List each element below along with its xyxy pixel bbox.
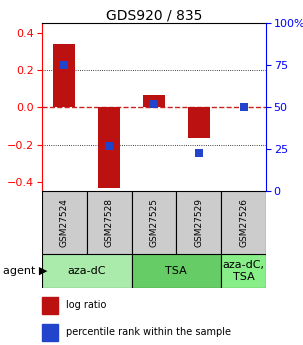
- Text: percentile rank within the sample: percentile rank within the sample: [66, 327, 231, 337]
- Text: TSA: TSA: [165, 266, 187, 276]
- Text: GSM27529: GSM27529: [194, 198, 203, 247]
- Bar: [188, 107, 210, 138]
- Bar: [143, 95, 165, 107]
- Text: GSM27524: GSM27524: [60, 198, 69, 247]
- Point: [62, 63, 67, 68]
- Text: log ratio: log ratio: [66, 300, 107, 310]
- Text: GSM27528: GSM27528: [105, 198, 114, 247]
- Bar: [132, 191, 176, 254]
- Point: [152, 101, 156, 107]
- Text: GSM27526: GSM27526: [239, 198, 248, 247]
- Point: [107, 144, 112, 149]
- Bar: [87, 191, 132, 254]
- Bar: [53, 44, 75, 107]
- Text: aza-dC: aza-dC: [67, 266, 106, 276]
- Bar: [221, 254, 266, 288]
- Bar: [42, 297, 58, 314]
- Bar: [42, 191, 87, 254]
- Text: aza-dC,
TSA: aza-dC, TSA: [223, 260, 265, 282]
- Bar: [132, 254, 221, 288]
- Text: GSM27525: GSM27525: [149, 198, 158, 247]
- Bar: [176, 191, 221, 254]
- Bar: [221, 191, 266, 254]
- Bar: [42, 324, 58, 341]
- Title: GDS920 / 835: GDS920 / 835: [106, 8, 202, 22]
- Point: [196, 150, 201, 156]
- Point: [241, 105, 246, 110]
- Bar: [42, 254, 132, 288]
- Text: agent ▶: agent ▶: [3, 266, 47, 276]
- Bar: [98, 107, 120, 188]
